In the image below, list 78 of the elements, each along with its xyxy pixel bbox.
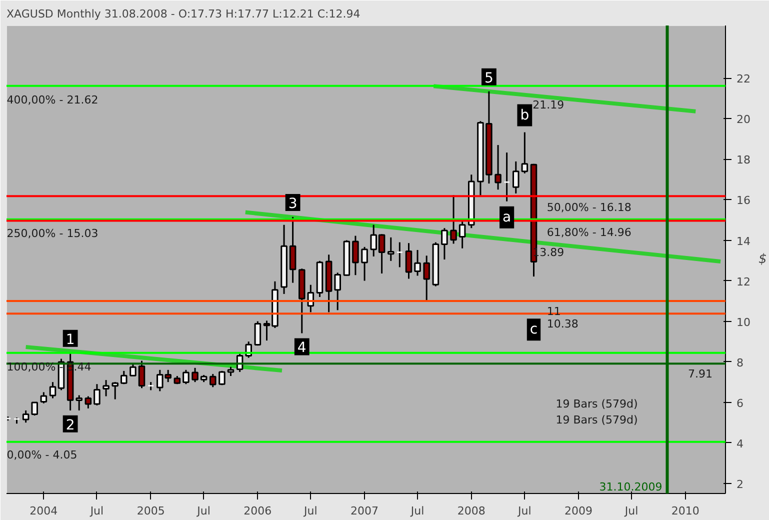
annotation: 400,00% - 21.62 (6, 93, 98, 106)
candlestick (102, 379, 110, 398)
y-tick-label: 12 (736, 275, 750, 288)
candlestick (31, 402, 38, 416)
candlestick (414, 249, 421, 276)
candlestick (138, 360, 146, 389)
y-tick-label: 2 (736, 478, 744, 491)
candlestick (521, 132, 528, 174)
candlestick (396, 242, 404, 268)
candlestick (22, 410, 30, 424)
annotation: 21.19 (532, 98, 564, 112)
candlestick (503, 152, 510, 202)
annotation: 7.91 (688, 368, 713, 381)
y-tick-label: 18 (736, 154, 750, 167)
candlestick (112, 381, 118, 400)
y-tick-label: 6 (736, 396, 744, 410)
y-tick-label: 8 (736, 356, 744, 370)
annotation: 2 (66, 417, 75, 434)
candlestick (405, 242, 412, 280)
candlestick (388, 236, 394, 262)
annotation: 1 (66, 332, 75, 348)
candlestick (361, 246, 368, 282)
ref-line-label: 31.10.2009 (599, 480, 662, 494)
annotation: 10.38 (546, 318, 578, 331)
annotation: b (520, 107, 530, 124)
candlestick (210, 373, 216, 388)
annotation: 250,00% - 15.03 (6, 227, 98, 240)
candlestick (192, 367, 198, 383)
y-tick-label: 20 (736, 113, 750, 126)
annotation: 19 Bars (579d) (556, 397, 638, 410)
y-tick-label: 4 (736, 437, 744, 450)
annotation: 19 Bars (579d) (556, 413, 638, 426)
annotation: 61,80% - 14.96 (546, 226, 632, 239)
candlestick (227, 366, 234, 377)
candlestick (94, 383, 100, 406)
candlestick (49, 381, 56, 400)
y-tick-label: 22 (736, 72, 750, 86)
x-tick-label: 2004 (30, 504, 58, 518)
candlestick (84, 396, 92, 410)
candlestick (423, 254, 430, 301)
candlestick (458, 219, 466, 250)
candlestick (352, 235, 359, 276)
x-tick-label: 2009 (564, 504, 593, 518)
y-tick-label: 10 (736, 316, 750, 329)
candlestick (289, 216, 296, 284)
candlestick (130, 363, 136, 377)
annotation: c (530, 322, 538, 338)
x-tick-label: 2005 (136, 504, 165, 518)
x-tick-label: 2006 (244, 504, 272, 518)
candlestick (254, 320, 262, 346)
candlestick (441, 227, 448, 260)
candlestick (494, 144, 502, 190)
candlestick (512, 160, 520, 194)
candlestick (40, 391, 48, 404)
annotation: 0,00% - 4.05 (6, 448, 78, 462)
y-tick-label: 16 (736, 194, 750, 208)
y-axis-title: $ (758, 252, 767, 267)
annotation: 5 (484, 70, 494, 86)
candlestick (76, 394, 82, 412)
x-tick-label: Jul (410, 504, 424, 518)
x-tick-label: Jul (89, 504, 104, 518)
candlestick (120, 370, 128, 385)
x-tick-label: Jul (517, 504, 532, 518)
x-tick-label: 2010 (671, 504, 700, 518)
annotation: 3 (288, 196, 298, 212)
x-tick-label: Jul (624, 504, 638, 518)
chart-title: XAGUSD Monthly 31.08.2008 - O:17.73 H:17.77 L:12.21 C:12.94 (6, 8, 360, 20)
x-tick-label: 2007 (350, 504, 379, 518)
candlestick (450, 194, 457, 244)
y-tick-label: 14 (736, 234, 750, 248)
annotation: a (502, 209, 512, 226)
annotation: 4 (297, 340, 306, 356)
annotation: 50,00% - 16.18 (546, 201, 632, 214)
candlestick (182, 369, 190, 385)
x-tick-label: Jul (303, 504, 318, 518)
candlestick (334, 272, 341, 311)
x-tick-label: Jul (196, 504, 210, 518)
x-tick-label: 2008 (457, 504, 486, 518)
